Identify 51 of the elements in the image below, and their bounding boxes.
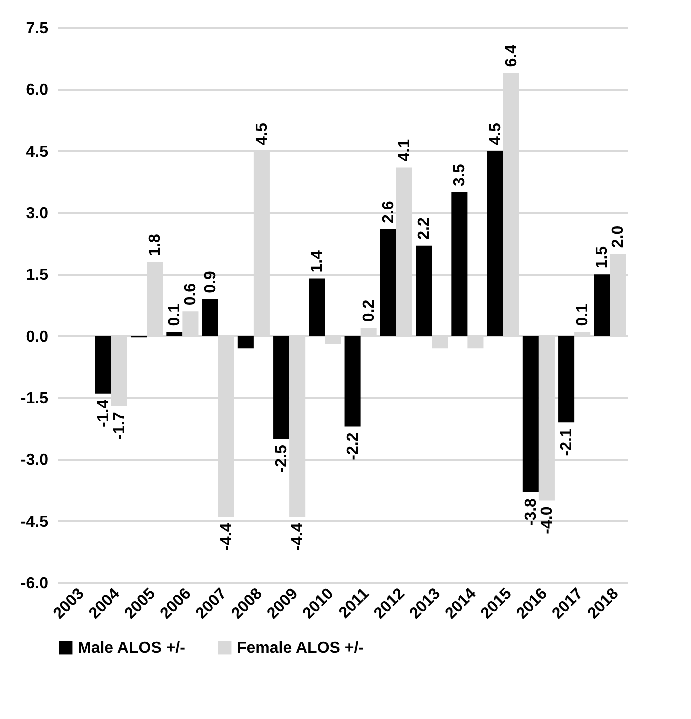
- data-label: 0.2: [360, 300, 378, 322]
- y-tick-label: 4.5: [26, 144, 49, 161]
- data-label: -4.4: [218, 523, 236, 551]
- data-label: -1.4: [95, 400, 112, 428]
- y-tick-label: 3.0: [26, 206, 49, 222]
- bar: [274, 336, 290, 440]
- data-label: -2.2: [344, 432, 362, 460]
- data-label: -3.8: [522, 498, 540, 526]
- legend-label: Male ALOS +/-: [78, 640, 186, 657]
- data-label: 0.1: [166, 304, 184, 326]
- data-label: 1.4: [309, 250, 326, 273]
- bar: [487, 151, 504, 336]
- data-label: 0.9: [202, 270, 220, 294]
- data-label: 0.6: [182, 283, 200, 306]
- bar: [452, 192, 468, 336]
- bar: [558, 336, 575, 423]
- legend-label: Female ALOS +/-: [237, 640, 364, 657]
- bar: [202, 299, 218, 336]
- bar: [238, 336, 254, 349]
- data-label: 1.8: [147, 234, 164, 256]
- data-label: 1.5: [594, 246, 612, 269]
- y-tick-label: -1.5: [20, 390, 49, 408]
- data-label: 4.5: [254, 122, 271, 146]
- data-label: -2.5: [274, 445, 291, 473]
- bar: [166, 332, 183, 336]
- bar: [309, 278, 326, 336]
- bar: [522, 336, 539, 493]
- data-label: -4.0: [538, 506, 556, 534]
- data-label: 4.5: [487, 122, 504, 146]
- y-tick-label: -3.0: [20, 452, 49, 470]
- y-tick-label: 0.0: [26, 328, 49, 346]
- data-label: -1.7: [111, 412, 128, 440]
- data-label: 2.2: [416, 218, 434, 240]
- y-tick-label: -6.0: [20, 576, 49, 592]
- y-tick-label: 1.5: [26, 267, 49, 284]
- y-tick-label: 6.0: [26, 82, 49, 100]
- bar: [416, 246, 432, 336]
- y-tick-label: -4.5: [20, 514, 49, 531]
- data-label: -4.4: [290, 523, 307, 551]
- bar: [344, 336, 361, 427]
- data-label: 4.1: [396, 139, 414, 162]
- bar: [594, 274, 610, 336]
- data-label: -2.1: [558, 428, 576, 456]
- bar: [380, 229, 396, 336]
- data-label: 0.1: [574, 304, 592, 326]
- y-tick-label: 7.5: [26, 20, 49, 38]
- data-label: 6.4: [503, 44, 520, 68]
- data-label: 2.0: [610, 226, 628, 248]
- data-label: 3.5: [452, 164, 469, 186]
- data-label: 2.6: [380, 201, 398, 224]
- bar: [95, 336, 112, 394]
